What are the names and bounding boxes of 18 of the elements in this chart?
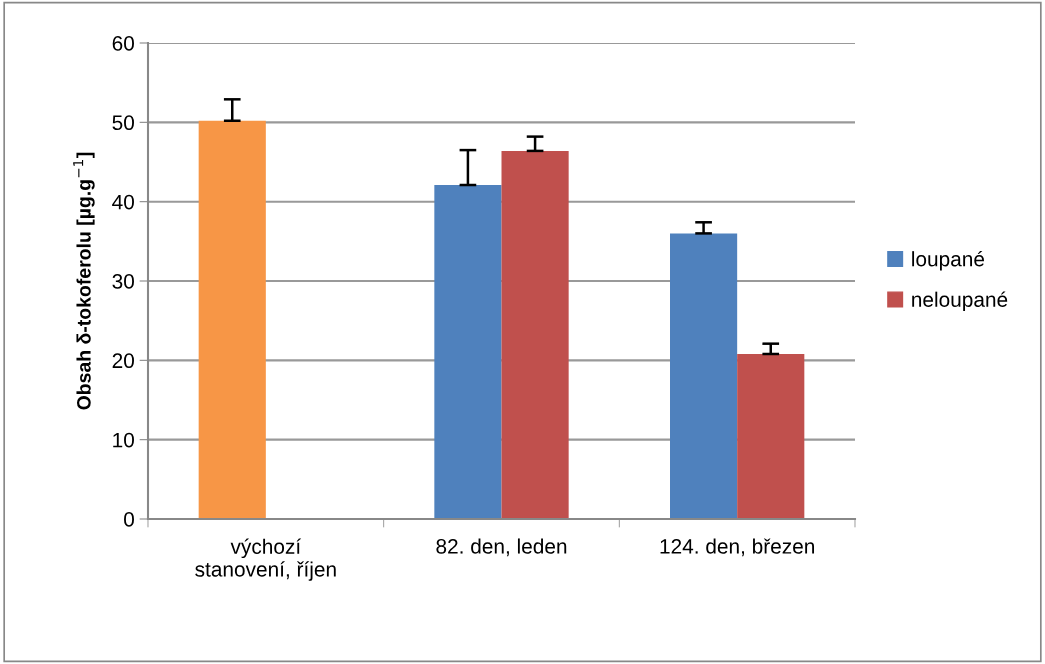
y-tick-label: 20 [112,353,134,369]
bar [198,120,266,519]
bar [434,185,502,519]
y-tick-label: 50 [112,115,134,131]
y-tick-label: 0 [124,512,134,527]
y-tick-label: 60 [112,36,134,51]
x-tick-label: 124. den, březen [660,538,815,557]
y-axis-title: Obsah δ-tokoferolu [µg.g$^{−1}$] [73,152,95,410]
bar [501,150,569,519]
x-tick-label: 82. den, leden [436,538,567,557]
y-tick-label: 40 [112,194,134,210]
bar [737,353,805,519]
y-tick-label: 30 [112,274,134,289]
x-tick-label: výchozí stanovení, říjen [195,538,336,581]
legend-label: loupané [912,250,985,271]
bar [670,233,738,519]
y-tick-label: 10 [113,432,134,448]
legend-label: neloupané [912,291,1008,312]
